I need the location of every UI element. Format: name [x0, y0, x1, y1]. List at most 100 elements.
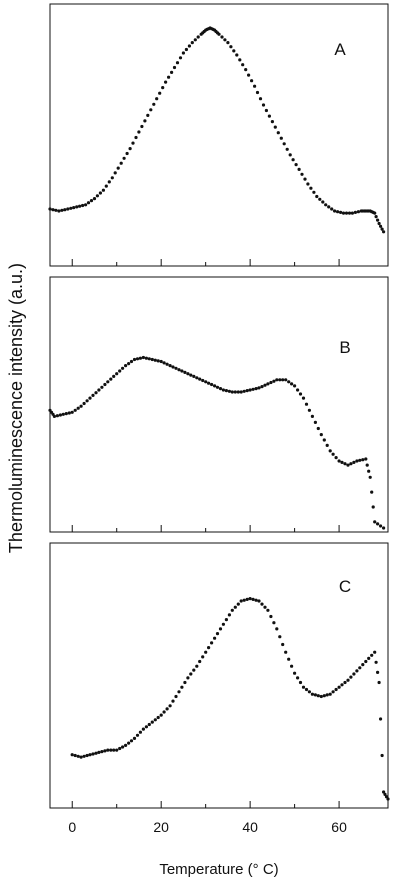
data-point	[106, 380, 110, 384]
data-point	[118, 746, 122, 751]
data-point	[140, 124, 144, 129]
data-point	[221, 388, 225, 392]
data-point	[330, 207, 334, 211]
data-point	[88, 753, 92, 757]
data-point	[84, 203, 88, 207]
data-point	[244, 68, 248, 72]
data-point	[180, 685, 184, 689]
data-point	[344, 211, 349, 215]
data-point	[165, 707, 169, 711]
panel-c-label: C	[339, 577, 351, 596]
data-point	[186, 372, 190, 376]
data-point	[207, 646, 211, 650]
data-point	[159, 359, 163, 364]
data-point	[337, 459, 341, 463]
data-point	[285, 147, 289, 151]
data-point	[281, 642, 285, 647]
data-point	[98, 191, 102, 195]
data-point	[352, 672, 356, 676]
data-point	[316, 426, 320, 431]
data-point	[103, 382, 107, 387]
data-point	[340, 460, 344, 464]
data-point	[97, 750, 101, 755]
data-point	[184, 47, 188, 52]
data-point	[92, 197, 97, 201]
data-point	[382, 526, 386, 530]
data-point	[356, 210, 360, 214]
panel-b-ticks	[71, 525, 340, 532]
data-point	[293, 671, 297, 675]
data-point	[147, 357, 151, 361]
data-point	[349, 675, 353, 679]
panel-c-frame	[49, 542, 389, 809]
data-point	[382, 790, 386, 794]
data-point	[346, 463, 350, 467]
data-point	[379, 524, 383, 528]
data-point	[135, 733, 140, 737]
data-point	[307, 690, 311, 694]
data-point	[70, 753, 74, 757]
data-point	[113, 171, 117, 175]
data-point	[300, 172, 304, 176]
data-point	[174, 366, 178, 370]
data-point	[226, 41, 230, 45]
data-point	[73, 408, 77, 412]
data-point	[334, 687, 338, 692]
data-point	[159, 713, 163, 717]
data-point	[235, 53, 239, 57]
data-point	[312, 190, 316, 194]
data-point	[132, 736, 137, 741]
data-point	[364, 457, 368, 461]
data-point	[57, 209, 61, 213]
data-point	[310, 414, 314, 418]
data-point	[134, 135, 138, 140]
panel-b-label: B	[339, 338, 350, 357]
data-point	[210, 641, 214, 645]
data-point	[269, 614, 273, 619]
data-point	[76, 406, 80, 410]
data-point	[196, 35, 200, 39]
data-point	[64, 412, 68, 416]
data-point	[251, 387, 255, 391]
panel-c-points	[70, 597, 390, 801]
data-point	[217, 32, 221, 36]
data-point	[258, 97, 263, 101]
data-point	[282, 142, 286, 146]
data-point	[313, 693, 317, 697]
data-point	[168, 364, 172, 368]
data-point	[106, 748, 110, 752]
data-point	[328, 692, 332, 696]
data-point	[270, 120, 274, 124]
data-point	[119, 161, 123, 165]
data-point	[95, 194, 99, 198]
data-point	[127, 741, 131, 745]
data-point	[290, 664, 294, 668]
data-point	[281, 378, 285, 382]
data-point	[55, 414, 60, 418]
data-point	[153, 358, 157, 362]
data-point	[147, 722, 151, 727]
data-point	[275, 627, 279, 631]
data-point	[223, 38, 227, 42]
data-point	[183, 370, 187, 374]
data-point	[242, 389, 246, 393]
data-point	[144, 725, 148, 729]
data-point	[162, 710, 166, 714]
data-point	[322, 694, 326, 698]
data-point	[193, 38, 197, 42]
panel-a-label: A	[334, 40, 346, 59]
data-point	[52, 414, 57, 418]
data-point	[331, 452, 335, 456]
data-point	[143, 119, 147, 123]
data-point	[257, 599, 261, 603]
data-point	[318, 197, 322, 201]
data-point	[239, 390, 243, 394]
data-point	[343, 462, 347, 466]
data-point	[371, 505, 375, 509]
data-point	[88, 396, 92, 400]
data-point	[287, 657, 291, 661]
data-point	[376, 218, 380, 222]
data-point	[355, 669, 359, 673]
data-point	[170, 70, 174, 74]
data-point	[75, 205, 79, 209]
